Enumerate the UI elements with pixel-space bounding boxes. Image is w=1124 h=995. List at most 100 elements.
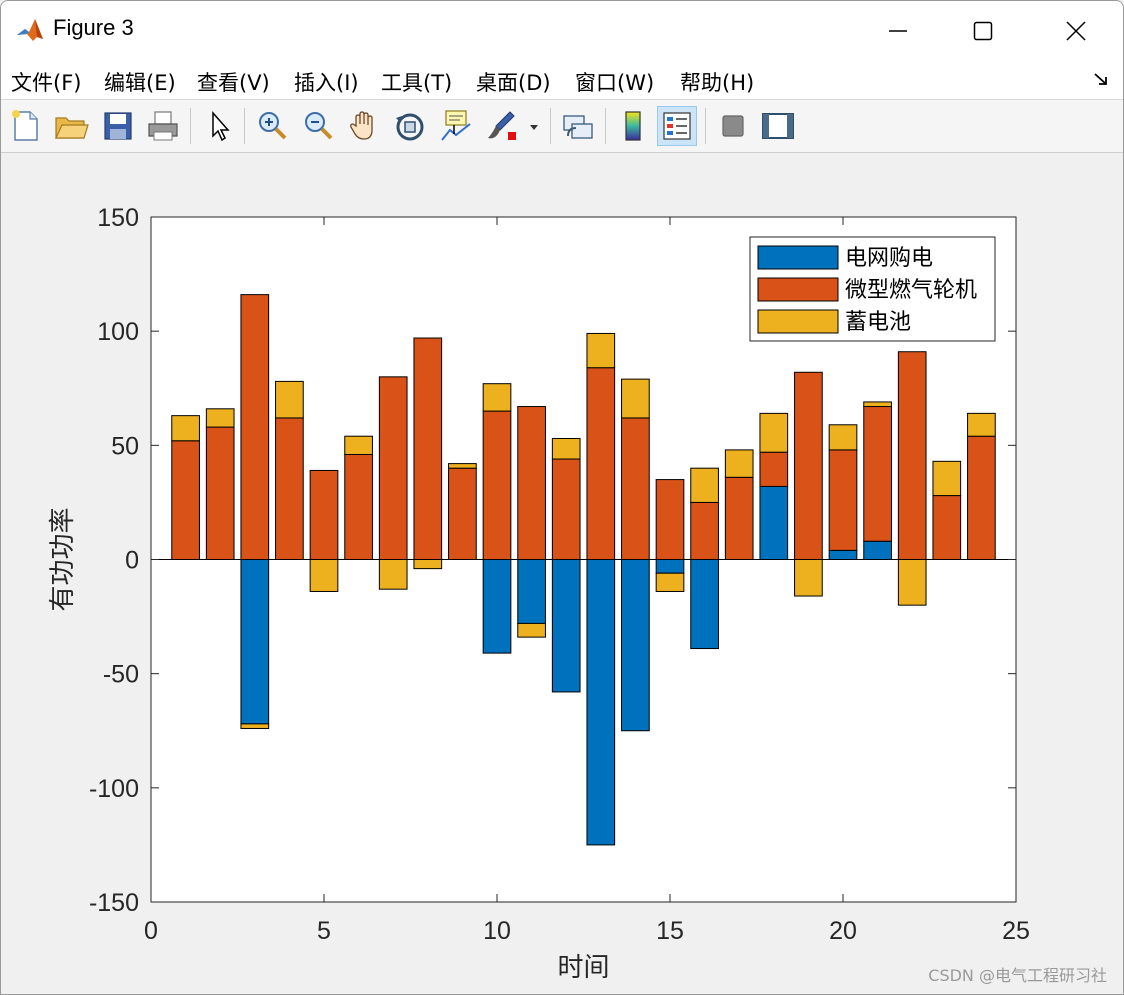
bar-turbine-t13 [586, 367, 616, 560]
bar-battery-t15 [655, 572, 685, 592]
menu-view[interactable]: 查看(V) [197, 71, 270, 95]
rotate-3d-icon [396, 113, 424, 141]
legend-swatch [757, 309, 839, 334]
bar-grid-t20 [828, 549, 858, 560]
data-cursor-icon [441, 110, 471, 141]
maximize-icon [973, 21, 993, 41]
pointer-button[interactable] [199, 106, 239, 146]
stacked-bar-chart: 0 5 10 15 20 25 -150 -100 -50 0 50 100 150 时间 有功功率 电网购电… [47, 204, 1030, 982]
zoom-in-button[interactable] [252, 106, 292, 146]
bar-turbine-t12 [551, 458, 581, 560]
x-tick-label: 0 [144, 917, 158, 945]
bar-turbine-t18 [759, 451, 789, 487]
x-tick-label: 5 [317, 917, 331, 945]
zoom-out-button[interactable] [298, 106, 338, 146]
print-icon [148, 111, 178, 141]
new-figure-button[interactable] [6, 106, 46, 146]
link-plot-icon [563, 115, 593, 139]
dock-arrow-icon[interactable] [1093, 71, 1109, 87]
bar-turbine-t1 [171, 440, 200, 560]
bar-battery-t20 [828, 424, 858, 451]
menu-insert[interactable]: 插入(I) [294, 71, 359, 95]
bar-grid-t11 [517, 559, 546, 624]
bar-turbine-t11 [517, 406, 546, 560]
x-tick-label: 25 [1002, 917, 1030, 945]
bar-battery-t17 [724, 449, 754, 478]
figure-canvas: 0 5 10 15 20 25 -150 -100 -50 0 50 100 150 时间 有功功率 电网购电… [1, 153, 1123, 994]
brush-dropdown-button[interactable] [527, 106, 541, 146]
show-plot-tools-button[interactable] [758, 106, 798, 146]
bar-battery-t21 [863, 401, 892, 408]
pan-button[interactable] [344, 106, 384, 146]
bar-battery-t24 [967, 412, 996, 437]
menu-window[interactable]: 窗口(W) [575, 71, 655, 95]
link-plot-button[interactable] [558, 106, 598, 146]
data-cursor-button[interactable] [436, 106, 476, 146]
bar-turbine-t6 [344, 453, 373, 560]
bar-battery-t10 [482, 383, 512, 412]
menu-desktop[interactable]: 桌面(D) [476, 71, 551, 95]
legend-button[interactable] [657, 106, 697, 146]
bar-battery-t5 [309, 559, 339, 592]
colorbar-button[interactable] [613, 106, 653, 146]
maximize-button[interactable] [938, 1, 1028, 61]
watermark: CSDN @电气工程研习社 [928, 966, 1107, 985]
menu-tools[interactable]: 工具(T) [381, 71, 453, 95]
legend-swatch [757, 245, 839, 270]
menu-bar: 文件(F) 编辑(E) 查看(V) 插入(I) 工具(T) 桌面(D) 窗口(W… [1, 61, 1123, 100]
toolbar [1, 100, 1123, 153]
new-figure-icon [12, 110, 38, 141]
bar-turbine-t2 [205, 426, 235, 560]
y-axis-label: 有功功率 [47, 507, 77, 611]
bar-battery-t19 [794, 559, 823, 597]
chevron-down-icon [530, 125, 538, 130]
title-bar: Figure 3 [1, 1, 1123, 61]
show-plot-tools-icon [762, 113, 794, 139]
brush-button[interactable] [482, 106, 522, 146]
bar-battery-t16 [690, 467, 719, 503]
menu-file[interactable]: 文件(F) [11, 71, 82, 95]
bar-turbine-t9 [448, 467, 477, 561]
menu-edit[interactable]: 编辑(E) [104, 71, 176, 95]
menu-help[interactable]: 帮助(H) [680, 71, 755, 95]
y-tick-label: 0 [125, 547, 139, 575]
rotate-3d-button[interactable] [390, 106, 430, 146]
bar-grid-t21 [863, 540, 892, 561]
pan-icon [350, 111, 373, 140]
bar-battery-t2 [205, 408, 235, 428]
bar-turbine-t10 [482, 410, 512, 560]
bar-turbine-t14 [621, 417, 650, 560]
toolbar-separator [190, 108, 191, 144]
bar-turbine-t19 [794, 371, 823, 560]
bar-turbine-t3 [240, 294, 270, 560]
legend-swatch [757, 277, 839, 302]
y-tick-label: 100 [97, 318, 139, 346]
close-button[interactable] [1031, 1, 1121, 61]
zoom-out-icon [305, 112, 333, 140]
open-file-icon [55, 117, 89, 139]
bar-turbine-t22 [897, 351, 927, 560]
bar-battery-t7 [378, 559, 408, 590]
bar-grid-t12 [551, 559, 581, 693]
colorbar-icon [625, 111, 641, 141]
open-file-button[interactable] [51, 106, 91, 146]
toolbar-separator [550, 108, 551, 144]
bar-battery-t1 [171, 415, 200, 442]
bar-battery-t6 [344, 435, 373, 455]
minimize-button[interactable] [853, 1, 943, 61]
bar-battery-t22 [897, 559, 927, 606]
bar-grid-t10 [482, 559, 512, 654]
save-icon [104, 112, 132, 140]
bar-turbine-t8 [413, 337, 443, 560]
y-tick-label: -100 [89, 775, 139, 803]
bar-turbine-t23 [932, 495, 962, 561]
x-tick-label: 15 [656, 917, 684, 945]
bar-battery-t11 [517, 622, 546, 638]
save-button[interactable] [98, 106, 138, 146]
x-tick-label: 20 [829, 917, 857, 945]
hide-plot-tools-button[interactable] [713, 106, 753, 146]
brush-icon [488, 111, 516, 140]
print-button[interactable] [143, 106, 183, 146]
bar-battery-t8 [413, 559, 443, 570]
